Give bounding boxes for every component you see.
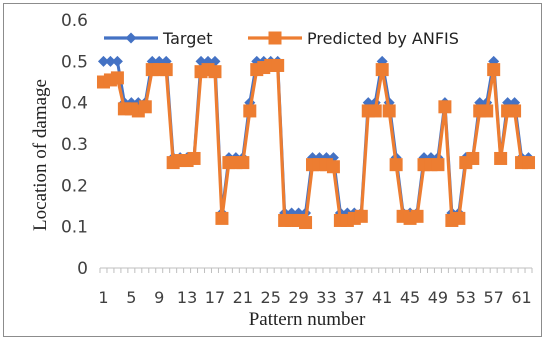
data-point [494,151,508,165]
x-axis: 1 5 9 13 17 21 25 29 33 37 41 45 49 53 57 61 [98,267,533,307]
y-tick-label: 0.4 [61,94,88,114]
data-point [389,158,403,172]
x-tick-label: 37 [344,288,364,307]
data-point [368,104,382,118]
data-point [508,104,522,118]
x-tick-label: 49 [428,288,448,307]
data-point [480,104,494,118]
y-tick-label: 0.5 [61,52,88,72]
data-point [376,55,388,67]
y-tick-label: 0.3 [61,135,88,155]
data-point [209,55,221,67]
data-point [375,63,389,77]
data-point [97,55,109,67]
x-tick-label: 21 [233,288,253,307]
data-point [111,55,123,67]
data-point [236,156,250,170]
data-point [202,55,214,67]
x-tick-label: 45 [400,288,420,307]
data-point [195,55,207,67]
data-point [138,100,152,114]
data-point [215,211,229,225]
series-2 [96,58,536,230]
legend: Target Predicted by ANFIS [104,29,459,48]
x-tick-label: 17 [205,288,225,307]
data-point [153,55,165,67]
data-point [251,55,263,67]
data-point [466,151,480,165]
y-tick-label: 0.1 [61,218,88,238]
data-point [110,71,124,85]
data-point [354,209,368,223]
y-axis-title: Location of damage [30,79,51,231]
data-point [438,100,452,114]
legend-item: Predicted by ANFIS [248,29,459,48]
legend-item: Target [104,29,213,48]
data-point [159,63,173,77]
legend-label: Predicted by ANFIS [307,29,459,48]
y-tick-label: 0.2 [61,176,88,196]
data-point [271,58,285,72]
data-point [160,55,172,67]
x-tick-label: 9 [154,288,164,307]
x-tick-label: 13 [177,288,197,307]
legend-marker [125,32,137,44]
series-1 [97,55,535,219]
x-tick-label: 29 [288,288,308,307]
data-point [208,65,222,79]
legend-marker [268,31,282,45]
data-point [146,55,158,67]
data-point [243,104,257,118]
data-point [104,55,116,67]
x-tick-label: 33 [316,288,336,307]
x-tick-label: 61 [511,288,531,307]
x-tick-label: 5 [126,288,136,307]
x-tick-label: 1 [98,288,108,307]
data-point [452,211,466,225]
data-point [326,160,340,174]
x-tick-label: 53 [456,288,476,307]
x-tick-label: 57 [483,288,503,307]
legend-label: Target [162,29,213,48]
data-point [299,216,313,230]
x-tick-label: 25 [261,288,281,307]
x-tick-label: 41 [372,288,392,307]
data-point [382,104,396,118]
series-layer [96,55,536,230]
y-axis: 0 0.1 0.2 0.3 0.4 0.5 0.6 [61,11,88,279]
series-line [103,63,529,225]
x-axis-title: Pattern number [249,309,366,330]
data-point [522,156,536,170]
data-point [487,63,501,77]
data-point [431,158,445,172]
data-point [488,55,500,67]
data-point [187,151,201,165]
y-tick-label: 0 [77,259,88,279]
y-tick-label: 0.6 [61,11,88,31]
data-point [410,209,424,223]
